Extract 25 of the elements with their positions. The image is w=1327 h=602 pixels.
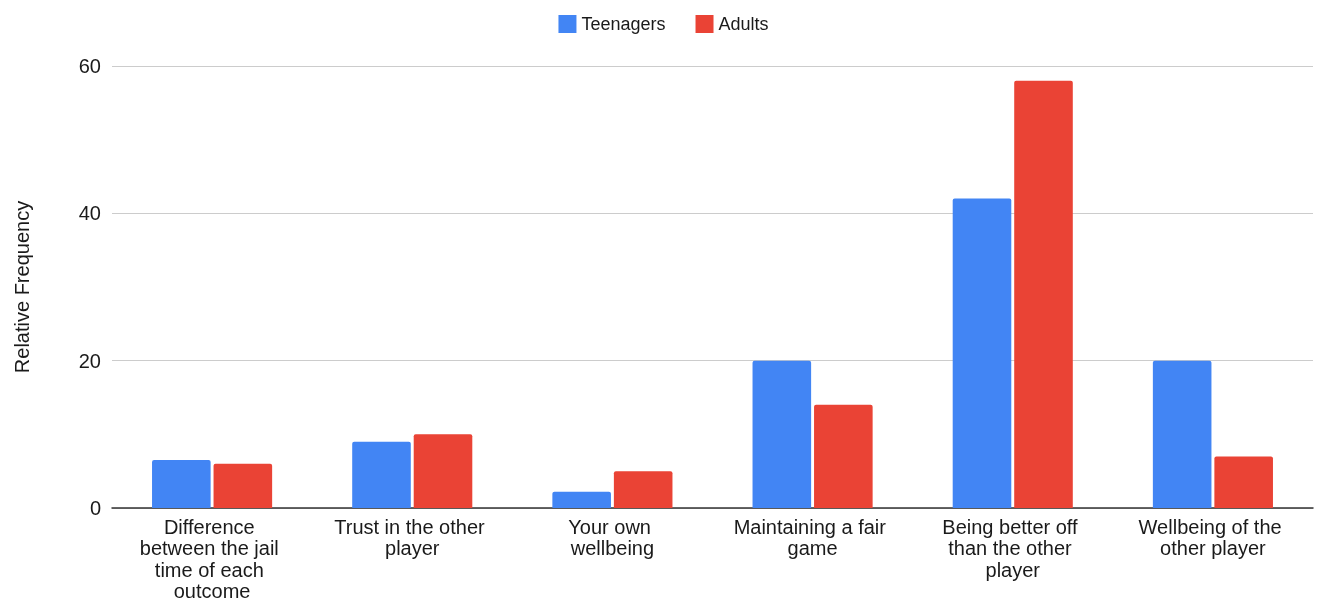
- bar: [613, 471, 673, 508]
- bar: [152, 460, 211, 508]
- y-axis-title: Relative Frequency: [11, 200, 33, 374]
- legend-label: Adults: [718, 14, 769, 34]
- bar: [752, 360, 812, 508]
- bar: [814, 404, 873, 508]
- y-tick-label: 40: [78, 202, 101, 225]
- bar: [1214, 456, 1273, 508]
- bar: [552, 491, 611, 508]
- bar: [352, 441, 411, 508]
- x-tick-label: Being better off than the other player: [942, 515, 1084, 581]
- bar: [952, 198, 1012, 508]
- y-tick-label: 20: [78, 349, 101, 372]
- x-tick-label: Wellbeing of the other player: [1138, 515, 1288, 560]
- x-tick-label: Maintaining a fair game: [733, 515, 892, 560]
- x-tick-label: Your own wellbeing: [568, 515, 657, 560]
- bar: [1014, 80, 1073, 508]
- x-tick-label: Trust in the other player: [334, 515, 491, 560]
- y-tick-label: 60: [78, 55, 101, 77]
- bar: [1152, 360, 1212, 508]
- bar: [413, 434, 473, 508]
- y-tick-label: 0: [89, 497, 101, 519]
- legend-label: Teenagers: [581, 14, 666, 34]
- bar: [213, 463, 273, 508]
- x-tick-label: Difference between the jail time of each outcome: [139, 515, 285, 602]
